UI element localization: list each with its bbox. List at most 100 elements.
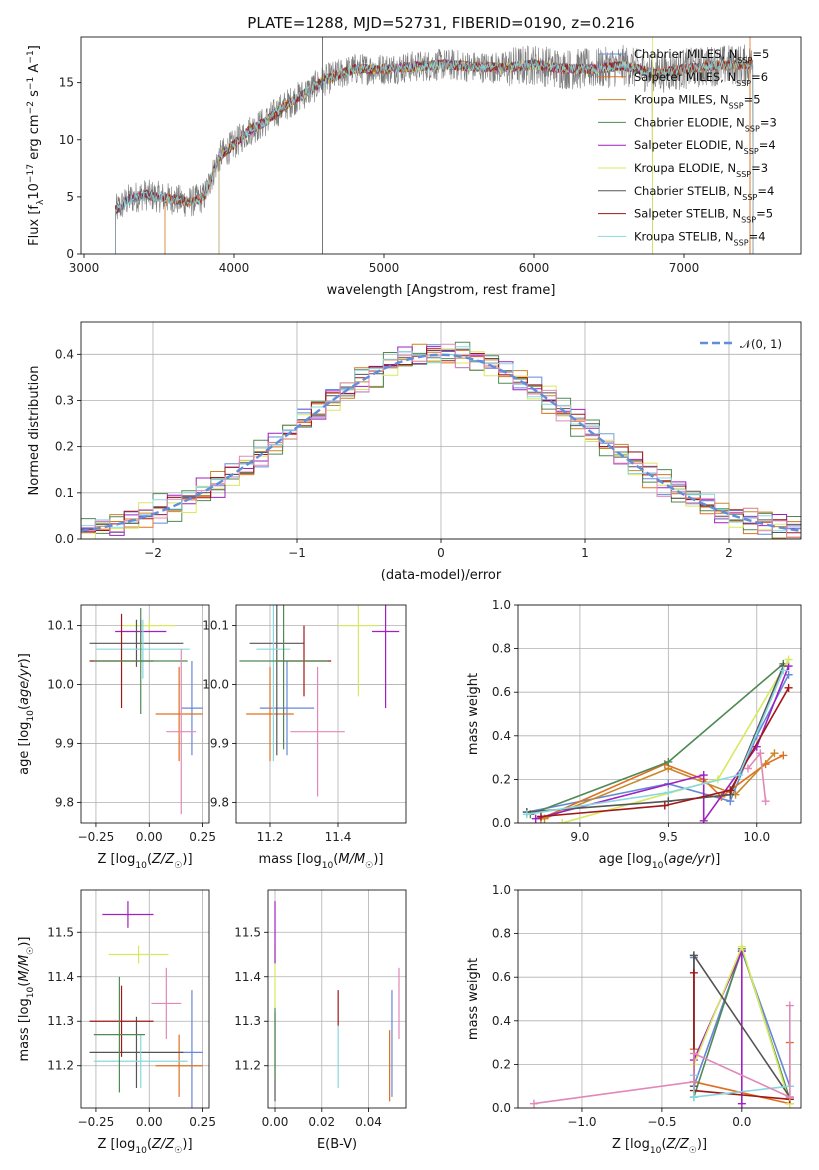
- x-tick-label: 0.04: [355, 1115, 382, 1129]
- data-point: [93, 976, 145, 1093]
- y-tick-label: 10.1: [47, 619, 74, 633]
- model-spectrum-line: [115, 59, 754, 254]
- data-point: [181, 990, 203, 1108]
- weight-marker: [770, 749, 779, 758]
- plot-area: [274, 901, 400, 1102]
- data-point: [239, 605, 328, 750]
- y-tick-label: 0.1: [55, 486, 74, 500]
- weight-marker: [664, 788, 673, 797]
- data-point: [95, 619, 190, 679]
- x-tick-label: 11.4: [325, 830, 352, 844]
- model-spectrum-line: [164, 58, 751, 254]
- y-tick-label: 11.2: [234, 1059, 261, 1073]
- y-tick-label: 9.8: [210, 795, 229, 809]
- weight-series: [540, 749, 779, 823]
- x-axis-label: E(B-V): [317, 1137, 357, 1152]
- legend-entry: Salpeter MILES, NSSP=6: [634, 70, 768, 88]
- y-tick-label: 0.2: [492, 1057, 511, 1071]
- y-axis-label: mass [log10(M/M☉)]: [17, 937, 36, 1062]
- legend-entry: Salpeter ELODIE, NSSP=4: [634, 138, 776, 156]
- panel-spectrum: 3000 4000 5000 6000 7000 0 5 10 15 PLATE=1288, MJ…: [26, 14, 802, 298]
- x-tick-label: 0.00: [262, 1115, 289, 1129]
- weight-line: [540, 687, 790, 818]
- model-spectrum-line: [115, 58, 754, 254]
- plot-area: [89, 607, 203, 815]
- data-point: [123, 619, 175, 632]
- weight-marker: [699, 816, 708, 823]
- observed-spectrum: [115, 44, 753, 220]
- weight-marker: [785, 1093, 794, 1102]
- weight-series: [522, 666, 788, 819]
- x-axis-label: age [log10(age/yr)]: [599, 852, 721, 871]
- weight-marker: [785, 1001, 794, 1010]
- data-point: [181, 660, 203, 756]
- weight-marker: [536, 812, 545, 821]
- normal-reference-curve: [81, 353, 801, 533]
- x-tick-label: 0.02: [308, 1115, 335, 1129]
- y-tick-label: 11.4: [47, 970, 74, 984]
- y-tick-label: 0.4: [492, 1014, 511, 1028]
- weight-marker: [699, 771, 708, 780]
- legend-entry: Kroupa STELIB, NSSP=4: [634, 229, 766, 247]
- weight-line: [540, 754, 784, 820]
- legend-entry: Salpeter STELIB, NSSP=5: [634, 207, 773, 225]
- histogram-series: [81, 346, 801, 539]
- data-point: [89, 1016, 184, 1088]
- x-axis-label: (data-model)/error: [381, 568, 502, 583]
- legend-entry: Chabrier ELODIE, NSSP=3: [634, 115, 777, 132]
- x-tick-label: 10.0: [743, 830, 770, 844]
- data-point: [155, 1034, 203, 1097]
- histogram-series: [81, 343, 801, 539]
- y-tick-label: 10.0: [202, 678, 229, 692]
- weight-line: [526, 665, 785, 813]
- legend: Chabrier MILES, NSSP=5 Salpeter MILES, NS…: [598, 47, 777, 247]
- axes-frame: [235, 604, 407, 824]
- weight-marker: [735, 771, 744, 780]
- plot-area: [239, 605, 400, 797]
- x-tick-label: 4000: [219, 261, 250, 275]
- x-tick-label: 0.25: [189, 830, 216, 844]
- y-tick-label: 0.8: [492, 642, 511, 656]
- panel-mass-vs-EBV: 0.00 0.02 0.04 11.2 11.3 11.4 11.5 E(B-V): [234, 889, 407, 1152]
- weight-series: [743, 749, 770, 806]
- y-tick-label: 0.4: [492, 729, 511, 743]
- weight-marker: [726, 786, 735, 795]
- weight-line: [544, 752, 776, 820]
- weight-marker: [689, 951, 698, 960]
- weight-marker: [779, 666, 788, 675]
- legend-entry: Chabrier STELIB, NSSP=4: [634, 184, 774, 202]
- y-tick-label: 1.0: [492, 598, 511, 612]
- data-point: [93, 1034, 188, 1088]
- y-tick-label: 1.0: [492, 883, 511, 897]
- weight-line: [526, 670, 785, 816]
- y-tick-label: 0.0: [492, 816, 511, 830]
- x-tick-label: −1.0: [567, 1115, 596, 1129]
- weight-marker: [784, 683, 793, 692]
- y-tick-label: 0.6: [492, 685, 511, 699]
- x-tick-label: −1: [288, 546, 306, 560]
- axes-frame: [517, 604, 802, 824]
- model-spectrum-line: [164, 58, 751, 254]
- x-axis-label: Z [log10(Z/Z☉)]: [612, 1137, 707, 1156]
- y-tick-label: 0.8: [492, 927, 511, 941]
- chart-title: PLATE=1288, MJD=52731, FIBERID=0190, z=0…: [247, 14, 634, 32]
- x-tick-label: −0.5: [647, 1115, 676, 1129]
- weight-series: [536, 751, 788, 823]
- y-axis-label: age [log10(age/yr)]: [17, 653, 36, 775]
- y-tick-label: 11.3: [234, 1014, 261, 1028]
- weight-marker: [756, 749, 765, 758]
- legend-entry: Kroupa MILES, NSSP=5: [634, 93, 761, 111]
- y-tick-label: 15: [59, 76, 74, 90]
- axes-frame: [80, 604, 210, 824]
- y-axis-label: mass weight: [466, 958, 481, 1040]
- x-tick-label: 0.00: [136, 830, 163, 844]
- x-axis-label: Z [log10(Z/Z☉)]: [97, 1137, 192, 1156]
- x-tick-label: 3000: [69, 261, 100, 275]
- weight-marker: [761, 760, 770, 769]
- y-tick-label: 0.2: [55, 440, 74, 454]
- x-tick-label: 7000: [669, 261, 700, 275]
- weight-series: [536, 683, 793, 821]
- weight-marker: [660, 801, 669, 810]
- y-tick-label: 10.0: [47, 678, 74, 692]
